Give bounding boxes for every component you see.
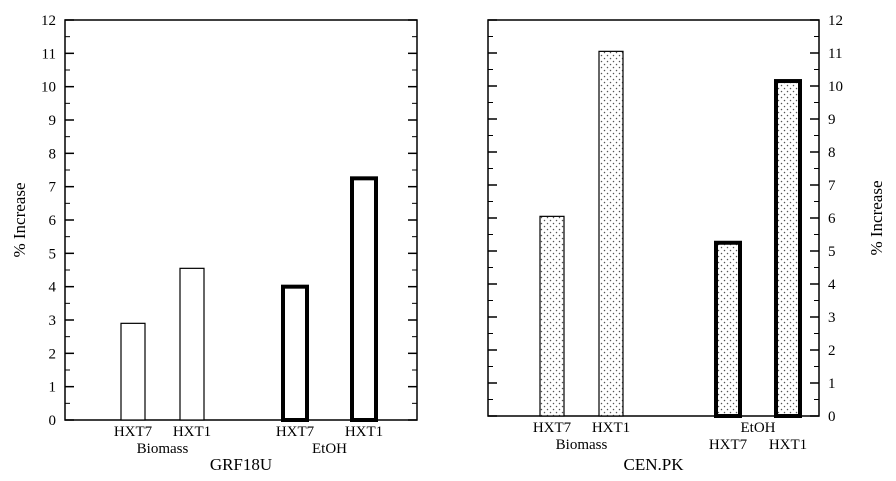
y-tick-label-right: 6 [828,211,836,227]
y-tick-label-right: 10 [828,79,843,95]
y-tick-label-right: 8 [828,145,836,161]
y-tick-label-left: 7 [49,180,57,196]
bar-right-biomass-hxt1 [599,51,623,416]
y-tick-label-right: 0 [828,409,836,425]
bar-right-etoh-hxt1 [776,81,800,416]
y-tick-label-left: 2 [49,346,57,362]
x-category-label-left: HXT1 [345,424,383,440]
x-axis-label-left: GRF18U [210,455,272,474]
bar-left-biomass-hxt1 [180,268,204,420]
y-tick-label-left: 0 [49,413,57,429]
y-tick-label-left: 1 [49,380,57,396]
y-tick-label-left: 3 [49,313,57,329]
x-category-label-right: HXT7 [533,420,572,436]
bar-left-biomass-hxt7 [121,323,145,420]
y-tick-label-right: 4 [828,277,836,293]
x-category-label-right: HXT1 [592,420,630,436]
y-tick-label-right: 9 [828,112,836,128]
y-tick-label-left: 5 [49,246,57,262]
x-category-label-left: HXT7 [276,424,315,440]
x-category-label-left: HXT1 [173,424,211,440]
y-axis-label-right: % Increase [867,180,886,255]
x-category-label-right: HXT7 [709,437,748,453]
bar-right-etoh-hxt7 [716,243,740,416]
y-tick-label-left: 10 [41,80,56,96]
y-tick-label-right: 1 [828,376,836,392]
bar-left-etoh-hxt7 [283,287,307,420]
bar-left-etoh-hxt1 [352,178,376,420]
plot-frame-right [488,20,819,416]
group-label-left-biomass: Biomass [137,441,189,457]
y-tick-label-right: 11 [828,46,842,62]
y-tick-label-left: 8 [49,146,57,162]
y-tick-label-left: 6 [49,213,57,229]
x-category-label-right: HXT1 [769,437,807,453]
y-tick-label-left: 9 [49,113,57,129]
y-tick-label-left: 12 [41,13,56,29]
y-axis-label-left: % Increase [10,182,29,257]
y-tick-label-right: 5 [828,244,836,260]
x-axis-label-right: CEN.PK [624,455,685,474]
bar-right-biomass-hxt7 [540,216,564,416]
group-label-right-etoh: EtOH [741,420,776,436]
group-label-right-biomass: Biomass [556,437,608,453]
y-tick-label-left: 4 [49,280,57,296]
y-tick-label-right: 12 [828,13,843,29]
y-tick-label-left: 11 [42,46,56,62]
y-tick-label-right: 2 [828,343,836,359]
y-tick-label-right: 3 [828,310,836,326]
x-category-label-left: HXT7 [114,424,153,440]
y-tick-label-right: 7 [828,178,836,194]
group-label-left-etoh: EtOH [312,441,347,457]
